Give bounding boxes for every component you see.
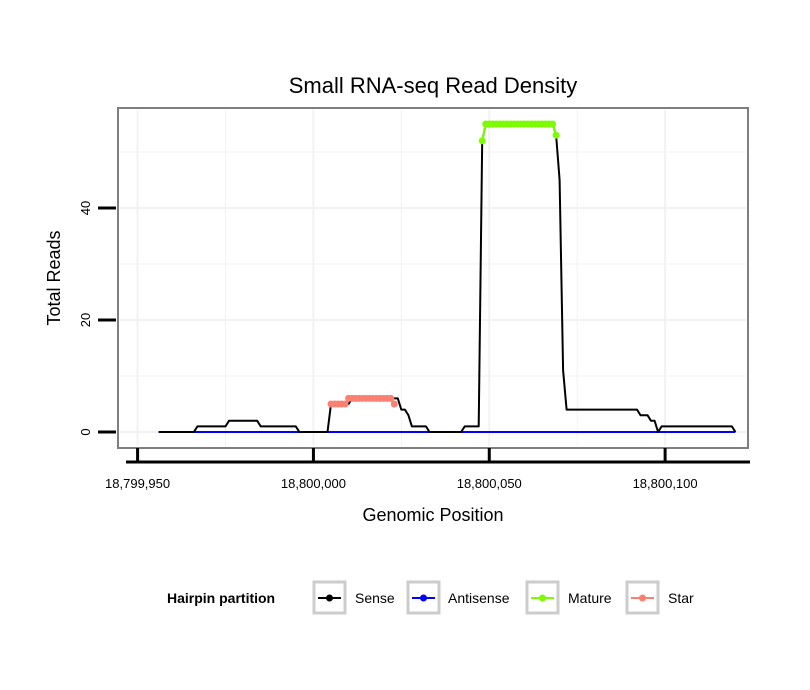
legend-key-point xyxy=(420,594,427,602)
sense-series-line xyxy=(158,123,737,433)
legend: Hairpin partition Sense Antisense Mature St… xyxy=(167,580,694,615)
legend-label: Sense xyxy=(355,590,395,606)
y-tick-label: 0 xyxy=(78,428,93,435)
mature-point xyxy=(478,137,486,145)
legend-label: Antisense xyxy=(448,590,510,606)
legend-title: Hairpin partition xyxy=(167,590,275,606)
grid-lines xyxy=(120,110,746,446)
star-point xyxy=(390,400,398,408)
data-series xyxy=(158,120,737,433)
mature-point xyxy=(552,131,560,139)
star-point xyxy=(341,400,349,408)
x-axis-title: Genomic Position xyxy=(362,505,503,525)
legend-item-star: Star xyxy=(625,580,694,615)
x-tick-label: 18,799,950 xyxy=(105,476,170,491)
legend-key-point xyxy=(639,594,646,602)
legend-items: Sense Antisense Mature Star xyxy=(312,580,694,615)
y-tick-label: 40 xyxy=(78,201,93,215)
legend-item-mature: Mature xyxy=(525,580,612,615)
plot-panel-border xyxy=(117,107,749,449)
axes: 18,799,950 18,800,000 18,800,050 18,800,100… xyxy=(78,201,750,491)
legend-label: Star xyxy=(668,590,694,606)
legend-item-antisense: Antisense xyxy=(406,580,510,615)
legend-label: Mature xyxy=(568,590,612,606)
legend-key-point xyxy=(326,594,333,602)
y-tick-label: 20 xyxy=(78,313,93,327)
chart-title: Small RNA-seq Read Density xyxy=(289,73,578,98)
x-tick-label: 18,800,100 xyxy=(633,476,698,491)
y-axis-title: Total Reads xyxy=(44,230,64,325)
x-tick-label: 18,800,000 xyxy=(281,476,346,491)
star-point xyxy=(387,394,395,402)
mature-point xyxy=(549,120,557,128)
legend-item-sense: Sense xyxy=(312,580,395,615)
x-tick-label: 18,800,050 xyxy=(457,476,522,491)
legend-key-point xyxy=(539,594,546,602)
